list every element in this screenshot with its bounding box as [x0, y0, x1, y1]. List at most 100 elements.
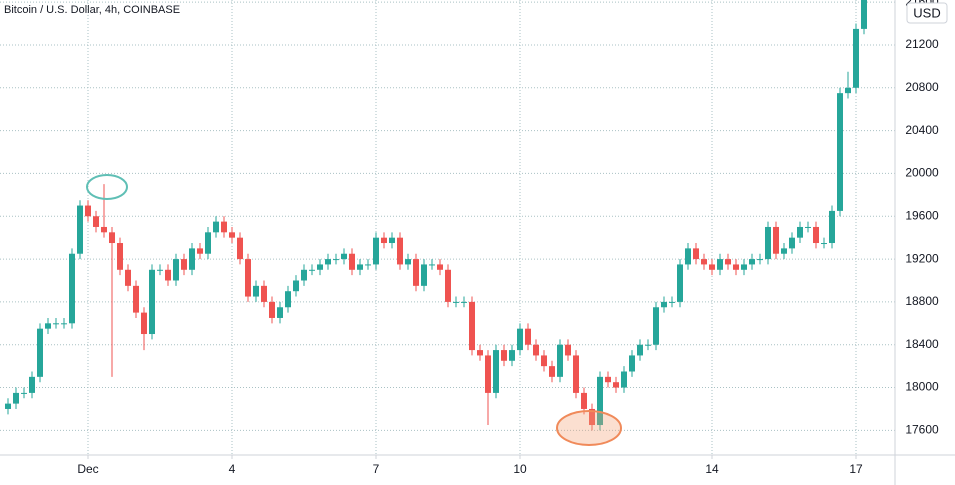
candle-body	[861, 0, 867, 29]
y-tick-label: 19200	[905, 251, 939, 265]
candle-body	[605, 376, 611, 383]
chart-title: Bitcoin / U.S. Dollar, 4h, COINBASE	[4, 4, 180, 16]
y-tick-label: 18400	[905, 337, 939, 351]
candle-body	[629, 355, 635, 372]
x-tick-label: 14	[705, 462, 719, 476]
candle-body	[373, 237, 379, 265]
candle-body	[805, 226, 811, 228]
candle-body	[181, 259, 187, 270]
candle-body	[237, 237, 243, 260]
candle-body	[461, 301, 467, 303]
candle-body	[453, 301, 459, 303]
candle-body	[5, 403, 11, 409]
candle-body	[853, 28, 859, 88]
y-tick-label: 18000	[905, 380, 939, 394]
candle-body	[405, 259, 411, 265]
candle-body	[517, 328, 523, 351]
candle-body	[677, 264, 683, 302]
candle-body	[13, 392, 19, 404]
candle-body	[845, 87, 851, 94]
candle-body	[101, 226, 107, 233]
candle-body	[765, 226, 771, 260]
candle-body	[709, 264, 715, 270]
candle-body	[269, 301, 275, 318]
candle-body	[589, 408, 595, 426]
candle-body	[325, 259, 331, 265]
candle-body	[493, 350, 499, 393]
candle-body	[317, 264, 323, 270]
candle-body	[357, 264, 363, 270]
candle-body	[445, 269, 451, 302]
candle-body	[165, 269, 171, 281]
candle-body	[197, 248, 203, 254]
candle-body	[341, 253, 347, 260]
candle-body	[717, 259, 723, 270]
candle-body	[421, 264, 427, 286]
candle-body	[189, 248, 195, 270]
candle-body	[293, 280, 299, 292]
candle-body	[141, 312, 147, 335]
x-tick-label: 17	[849, 462, 863, 476]
candle-body	[29, 376, 35, 393]
candle-body	[149, 269, 155, 335]
candle-body	[541, 355, 547, 367]
unit-label: USD	[913, 5, 940, 20]
candle-body	[349, 253, 355, 270]
candles	[5, 0, 867, 431]
candle-body	[117, 243, 123, 270]
candle-body	[485, 355, 491, 393]
candle-body	[429, 264, 435, 266]
x-tick-label: 10	[513, 462, 527, 476]
candle-body	[781, 248, 787, 254]
candle-body	[525, 328, 531, 345]
candle-body	[285, 291, 291, 308]
candle-body	[613, 382, 619, 388]
candle-body	[37, 328, 43, 377]
candle-body	[205, 232, 211, 254]
candle-body	[381, 237, 387, 244]
y-tick-label: 17600	[905, 423, 939, 437]
candle-body	[125, 269, 131, 286]
candle-body	[109, 232, 115, 244]
candle-body	[245, 259, 251, 297]
candle-body	[693, 248, 699, 260]
candle-body	[469, 301, 475, 351]
y-tick-label: 20400	[905, 123, 939, 137]
y-tick-label: 21200	[905, 37, 939, 51]
candle-body	[685, 248, 691, 265]
candle-body	[501, 350, 507, 361]
candle-body	[549, 366, 555, 377]
candle-body	[133, 285, 139, 313]
candle-body	[477, 350, 483, 356]
y-tick-label: 20000	[905, 166, 939, 180]
candle-body	[773, 226, 779, 254]
candle-body	[533, 344, 539, 356]
candle-body	[597, 376, 603, 426]
candle-body	[253, 285, 259, 297]
candle-body	[77, 205, 83, 254]
highlight-ellipse	[86, 174, 128, 200]
labels: 17600 18000 18400 18800 19200 19600 20000 20400…	[77, 0, 939, 476]
x-tick-label: Dec	[77, 462, 98, 476]
candle-body	[45, 323, 51, 329]
candle-body	[581, 392, 587, 409]
candle-body	[221, 221, 227, 233]
candle-body	[277, 307, 283, 318]
candle-body	[69, 253, 75, 324]
candle-body	[509, 350, 515, 361]
candle-body	[829, 210, 835, 244]
candle-body	[213, 221, 219, 233]
candle-body	[301, 269, 307, 281]
candle-body	[645, 344, 651, 346]
candle-body	[789, 237, 795, 249]
candle-body	[397, 237, 403, 265]
candle-body	[669, 301, 675, 303]
candle-body	[821, 243, 827, 245]
candle-body	[413, 259, 419, 286]
x-tick-label: 4	[229, 462, 236, 476]
candle-body	[173, 259, 179, 281]
y-tick-label: 18800	[905, 294, 939, 308]
candle-body	[557, 344, 563, 377]
